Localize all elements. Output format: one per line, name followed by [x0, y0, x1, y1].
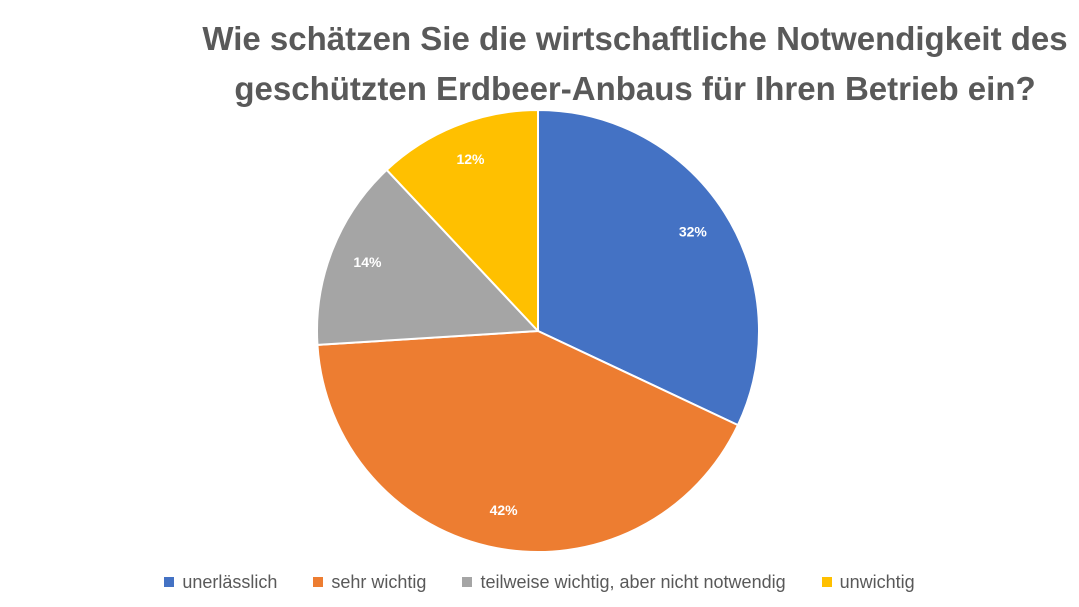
data-label-unwichtig: 12% — [456, 151, 485, 167]
legend-swatch-unerlasslich — [164, 577, 175, 587]
chart-title-line-1: Wie schätzen Sie die wirtschaftliche Not… — [202, 20, 1068, 57]
pie-slice-unwichtig — [385, 109, 539, 332]
chart-title-line-2: geschützten Erdbeer-Anbaus für Ihren Bet… — [234, 70, 1036, 107]
chart-title: Wie schätzen Sie die wirtschaftliche Not… — [200, 14, 1070, 114]
data-label-unerlasslich: 32% — [679, 223, 708, 239]
legend-item-sehr-wichtig: sehr wichtig — [313, 568, 426, 596]
legend-label-sehr-wichtig: sehr wichtig — [331, 572, 427, 592]
data-label-sehr-wichtig: 42% — [490, 502, 519, 518]
legend-label-unerlasslich: unerlässlich — [182, 572, 278, 592]
pie-slice-unerlasslich — [537, 109, 760, 427]
legend-item-teilweise-wichtig: teilweise wichtig, aber nicht notwendig — [462, 568, 786, 596]
legend-swatch-teilweise-wichtig — [462, 577, 473, 587]
data-label-teilweise-wichtig: 14% — [353, 254, 382, 270]
legend-swatch-unwichtig — [821, 577, 832, 587]
pie-slice-teilweise-wichtig — [316, 168, 539, 346]
legend-item-unwichtig: unwichtig — [821, 568, 915, 596]
legend-label-teilweise-wichtig: teilweise wichtig, aber nicht notwendig — [480, 572, 786, 592]
pie-slice-sehr-wichtig — [316, 330, 739, 553]
chart-legend: unerlässlich sehr wichtig teilweise wich… — [0, 568, 1079, 596]
legend-swatch-sehr-wichtig — [313, 577, 324, 587]
legend-item-unerlasslich: unerlässlich — [164, 568, 277, 596]
legend-label-unwichtig: unwichtig — [839, 572, 915, 592]
